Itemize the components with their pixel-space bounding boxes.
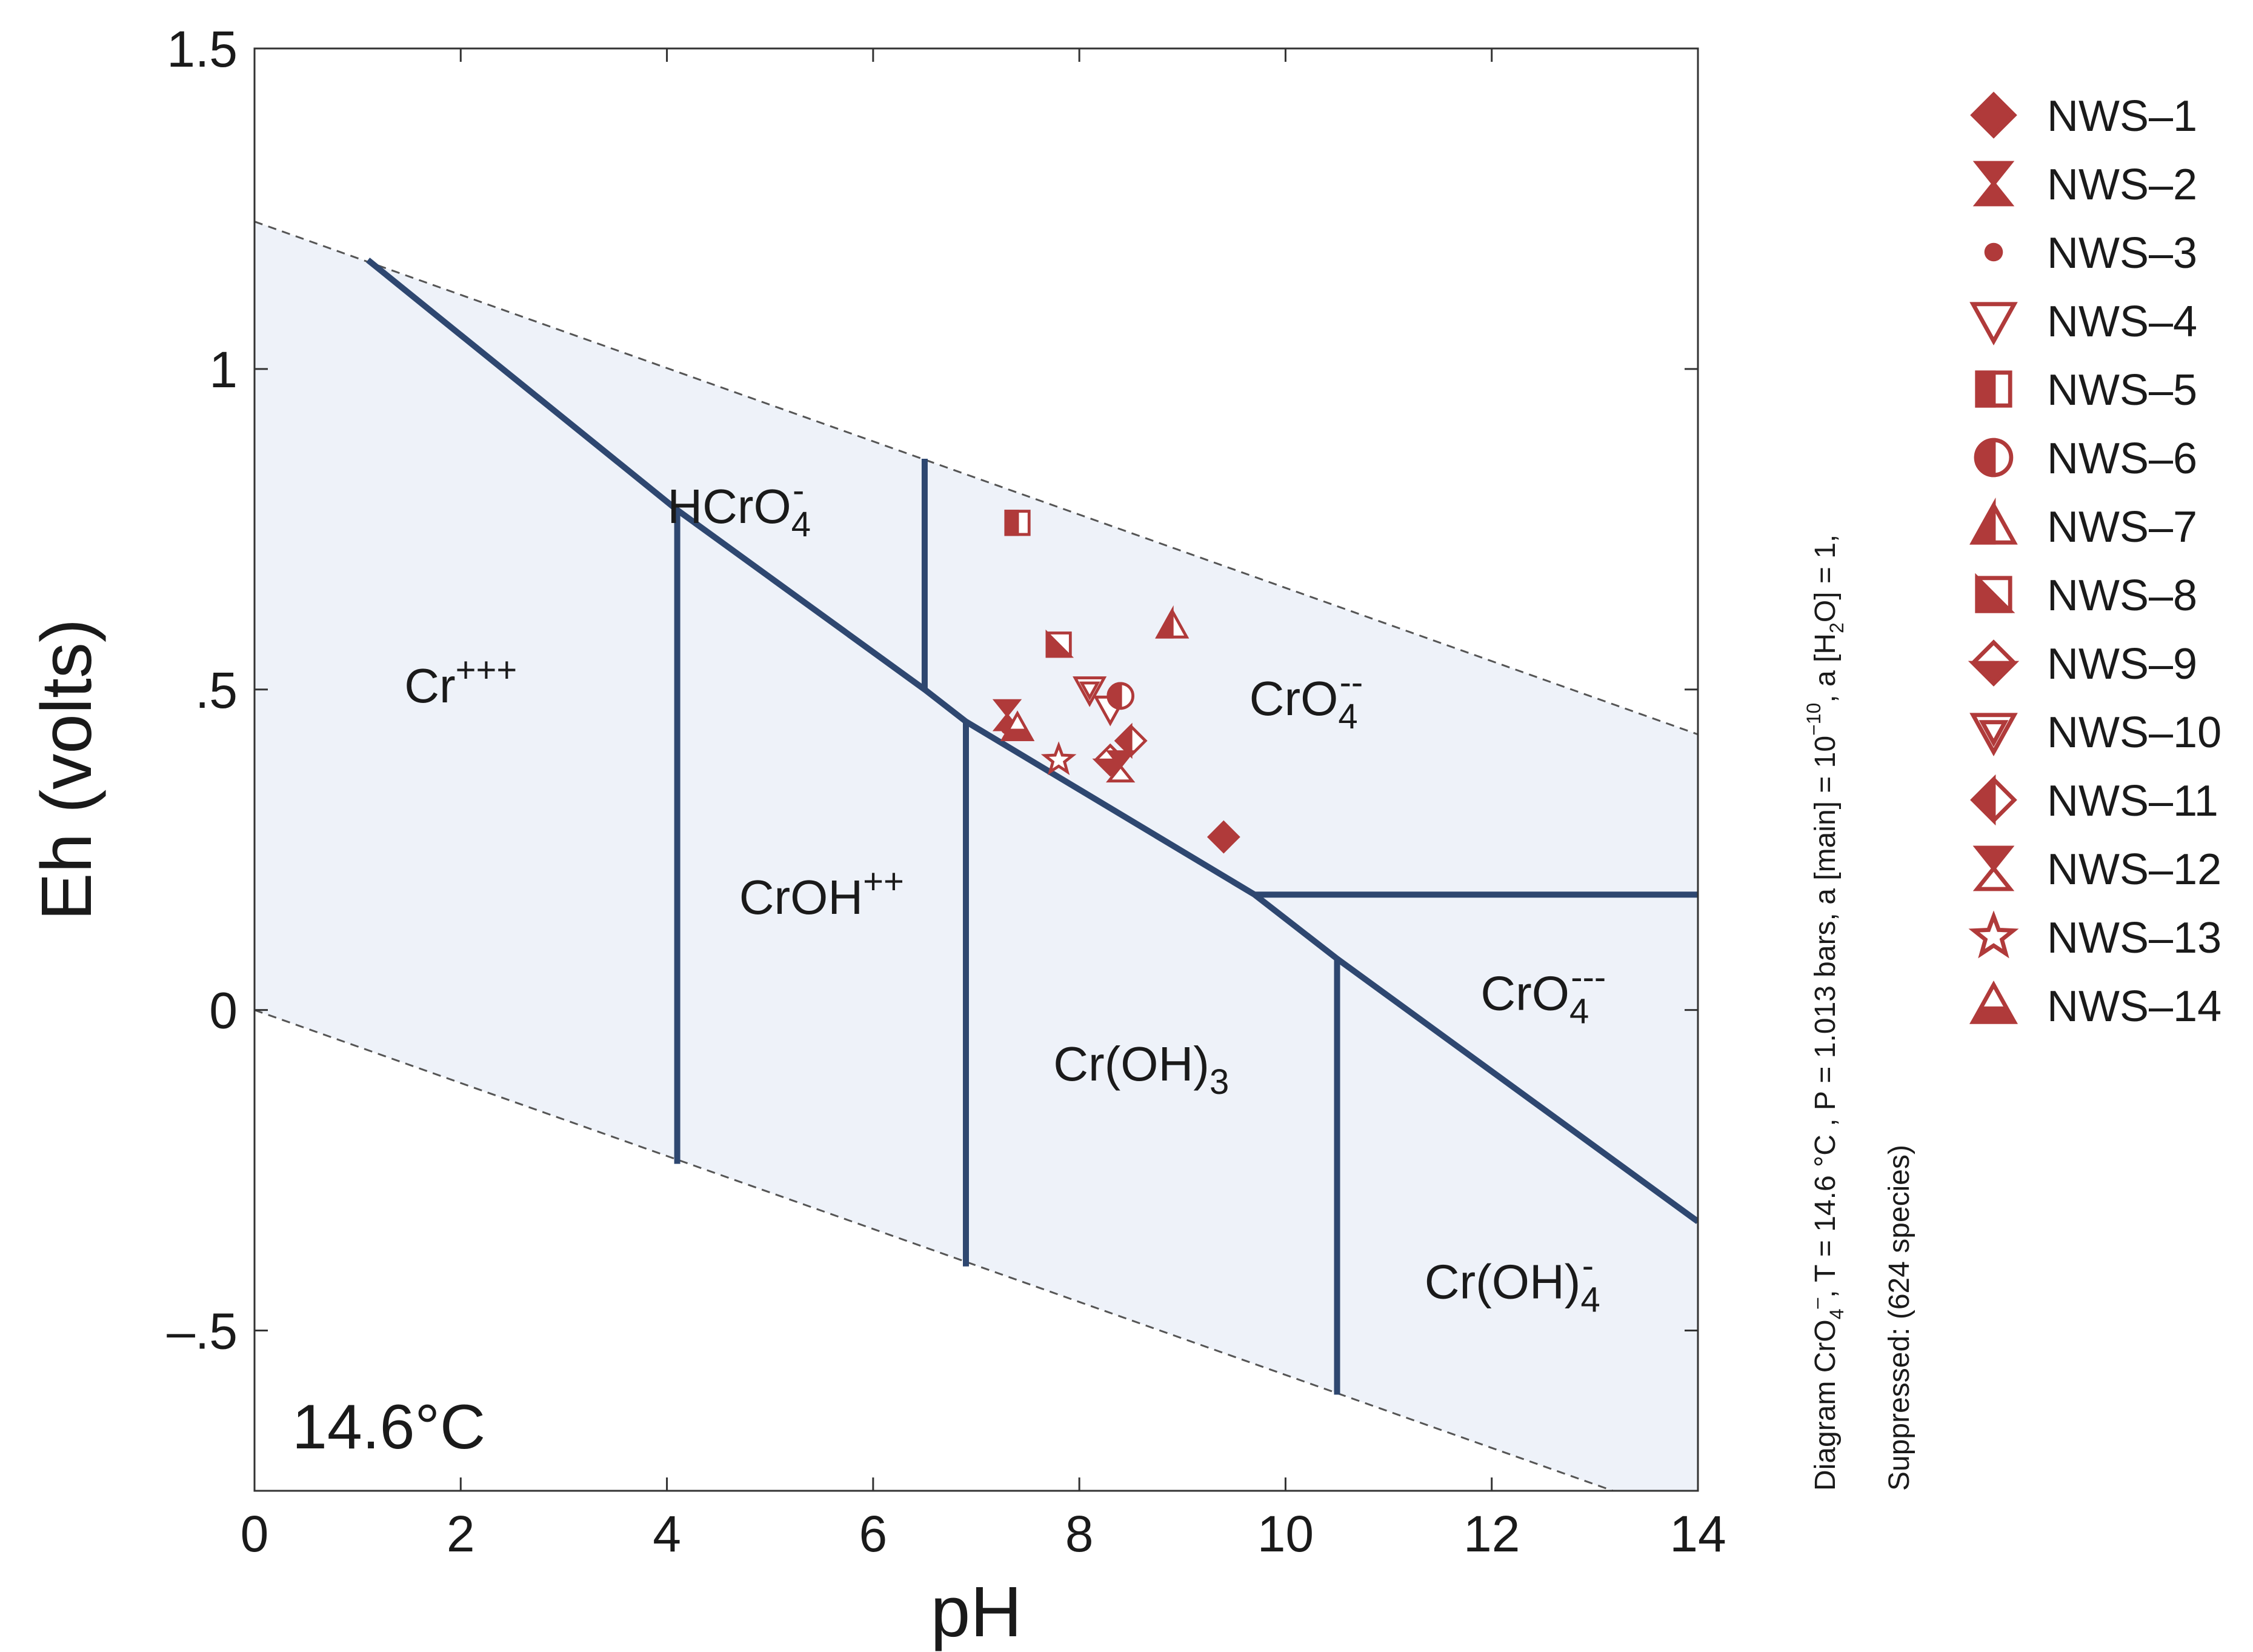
legend-item: NWS–13 xyxy=(1968,910,2221,962)
legend-item: NWS–5 xyxy=(1975,366,2197,415)
x-tick-label: 8 xyxy=(1065,1505,1094,1562)
legend-marker xyxy=(1969,302,2018,346)
field-label: CrOH++ xyxy=(739,862,904,924)
temperature-label: 14.6°C xyxy=(292,1392,485,1462)
legend-label: NWS–9 xyxy=(2047,640,2197,688)
y-axis-title: Eh (volts) xyxy=(27,619,107,921)
water-limit-upper xyxy=(255,221,1698,736)
legend: NWS–1 NWS–2 NWS–3 NWS–4 NWS–5 NWS–6 NWS–7 NWS–8… xyxy=(1968,92,2221,1031)
legend-label: NWS–8 xyxy=(2047,571,2197,620)
legend-label: NWS–7 xyxy=(2047,503,2197,551)
data-point-triangle-down-thick xyxy=(1073,676,1107,707)
legend-item: NWS–2 xyxy=(1972,161,2197,209)
data-point-hourglass-open xyxy=(1106,750,1136,783)
data-point-triangle-up-half xyxy=(1155,605,1190,639)
legend-label: NWS–5 xyxy=(2047,366,2197,415)
legend-item: NWS–12 xyxy=(1972,845,2221,894)
legend-item: NWS–1 xyxy=(1970,92,2197,141)
x-tick-label: 4 xyxy=(653,1505,681,1562)
data-point-diamond-filled xyxy=(1206,820,1240,854)
legend-label: NWS–11 xyxy=(2047,777,2218,825)
x-tick-label: 2 xyxy=(447,1505,475,1562)
legend-label: NWS–10 xyxy=(2047,708,2221,757)
data-point-triangle-up-barred xyxy=(1000,710,1035,741)
y-tick-label: 0 xyxy=(209,982,238,1039)
legend-marker xyxy=(1969,497,2018,545)
x-tick-label: 6 xyxy=(859,1505,887,1562)
legend-marker xyxy=(1974,438,2014,478)
y-tick-label: –.5 xyxy=(167,1303,238,1360)
data-point-circle-half-left xyxy=(1107,682,1134,710)
field-label: Cr(OH)3 xyxy=(1053,1037,1229,1102)
plot-area: 0 2 4 6 8 10 12 141.51.50–.5 Cr+++HCrO4-CrOH++C… xyxy=(167,21,1726,1562)
data-point-square-diagonal xyxy=(1045,629,1074,658)
legend-label: NWS–12 xyxy=(2047,845,2221,894)
phase-boundaries xyxy=(366,258,1698,1395)
legend-marker xyxy=(1969,980,2018,1024)
plot-frame xyxy=(253,47,1699,1492)
field-labels: Cr+++ HCrO4- CrOH++ CrO4-- Cr(OH)3 CrO4--- Cr(… xyxy=(404,471,1606,1320)
water-limit-lines xyxy=(255,221,1698,1491)
legend-label: NWS–3 xyxy=(2047,229,2197,278)
legend-label: NWS–13 xyxy=(2047,914,2221,962)
legend-marker xyxy=(1970,774,2017,826)
x-tick-label: 10 xyxy=(1257,1505,1314,1562)
data-point-square-half-left xyxy=(1004,510,1031,536)
legend-marker xyxy=(1972,161,2015,207)
x-tick-label: 12 xyxy=(1463,1505,1520,1562)
field-label: Cr+++ xyxy=(404,650,517,713)
field-label: Cr(OH)4- xyxy=(1425,1247,1600,1320)
legend-item: NWS–4 xyxy=(1969,298,2197,346)
diagram-conditions-text: Diagram CrO4–, T = 14.6 °C , P = 1.013 b… xyxy=(1803,535,1848,1491)
legend-item: NWS–11 xyxy=(1970,774,2218,826)
data-point-star-open xyxy=(1040,741,1077,776)
y-tick-label: 1.5 xyxy=(167,21,238,78)
diagram-description: Diagram CrO4–, T = 14.6 °C , P = 1.013 b… xyxy=(1803,535,1915,1491)
legend-marker xyxy=(1975,573,2015,613)
legend-marker xyxy=(1968,910,2019,959)
sample-markers xyxy=(992,510,1240,854)
legend-item: NWS–8 xyxy=(1975,571,2197,620)
legend-label: NWS–6 xyxy=(2047,435,2197,483)
x-axis-title: pH xyxy=(931,1572,1022,1652)
legend-marker xyxy=(1972,845,2015,891)
legend-item: NWS–14 xyxy=(1969,980,2221,1031)
y-tick-label: 1 xyxy=(209,341,238,398)
y-tick-label: .5 xyxy=(195,662,238,719)
legend-item: NWS–7 xyxy=(1969,497,2197,551)
legend-marker xyxy=(1969,713,2018,757)
legend-marker xyxy=(1970,92,2017,139)
legend-item: NWS–6 xyxy=(1974,435,2197,483)
field-label: CrO4--- xyxy=(1480,958,1606,1031)
legend-item: NWS–9 xyxy=(1968,639,2197,688)
axis-ticks: 0 2 4 6 8 10 12 141.51.50–.5 xyxy=(167,21,1726,1562)
legend-marker xyxy=(1975,370,2012,408)
suppressed-species-text: Suppressed: (624 species) xyxy=(1883,1145,1915,1491)
axis-titles: pH Eh (volts) xyxy=(27,619,1022,1652)
field-label: HCrO4- xyxy=(667,471,811,544)
legend-marker xyxy=(1968,639,2020,687)
legend-item: NWS–3 xyxy=(1984,229,2197,278)
legend-label: NWS–2 xyxy=(2047,161,2197,209)
water-limit-lower xyxy=(255,1009,1616,1491)
legend-label: NWS–14 xyxy=(2047,982,2221,1031)
legend-item: NWS–10 xyxy=(1969,708,2221,757)
legend-label: NWS–1 xyxy=(2047,92,2197,141)
x-tick-label: 0 xyxy=(241,1505,269,1562)
field-label: CrO4-- xyxy=(1250,663,1363,736)
legend-label: NWS–4 xyxy=(2047,298,2197,346)
x-tick-label: 14 xyxy=(1669,1505,1726,1562)
legend-marker xyxy=(1984,242,2003,262)
